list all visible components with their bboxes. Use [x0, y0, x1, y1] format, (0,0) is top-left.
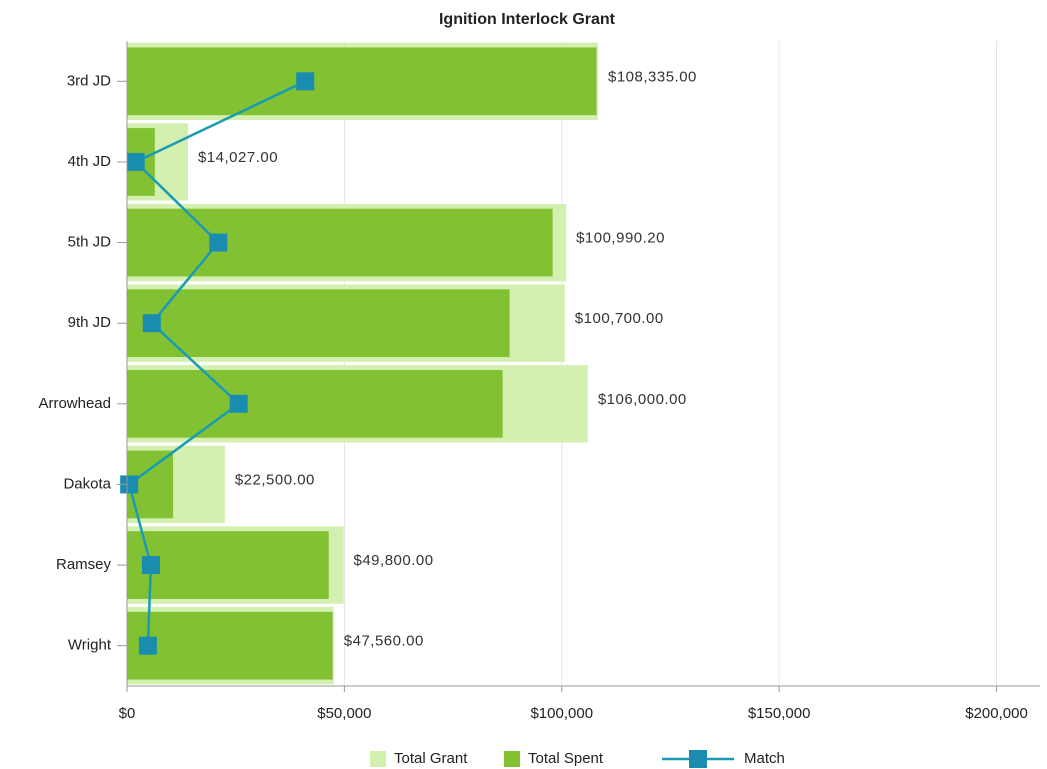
- value-label: $108,335.00: [608, 68, 697, 85]
- y-tick-label: 3rd JD: [67, 72, 111, 89]
- legend-label: Match: [744, 750, 785, 767]
- x-tick-label: $100,000: [530, 705, 593, 722]
- bar: [127, 289, 510, 358]
- y-tick-label: 5th JD: [68, 234, 112, 251]
- match-marker: [126, 152, 145, 171]
- legend-swatch: [370, 751, 386, 767]
- match-marker: [229, 394, 248, 413]
- value-label: $47,560.00: [344, 633, 424, 650]
- legend-label: Total Spent: [528, 750, 604, 767]
- match-marker: [296, 72, 315, 91]
- value-label: $22,500.00: [235, 471, 315, 488]
- x-tick-label: $150,000: [748, 705, 811, 722]
- match-marker: [138, 636, 157, 655]
- match-line: [127, 80, 306, 646]
- value-label: $14,027.00: [198, 149, 278, 166]
- bar: [127, 611, 333, 680]
- y-tick-label: Ramsey: [56, 556, 112, 573]
- legend-label: Total Grant: [394, 750, 468, 767]
- match-marker: [141, 556, 160, 575]
- bar: [127, 531, 329, 599]
- y-tick-label: Wright: [68, 637, 112, 654]
- y-tick-label: Dakota: [63, 475, 111, 492]
- y-tick-label: Arrowhead: [38, 395, 111, 412]
- match-marker: [142, 314, 161, 333]
- chart-title: Ignition Interlock Grant: [439, 11, 616, 28]
- legend-swatch: [504, 751, 520, 767]
- value-label: $49,800.00: [354, 552, 434, 569]
- y-tick-label: 9th JD: [68, 314, 112, 331]
- value-label: $100,700.00: [575, 310, 664, 327]
- match-marker: [120, 475, 139, 494]
- x-tick-label: $50,000: [317, 705, 371, 722]
- bar: [127, 208, 553, 277]
- bar: [127, 369, 503, 438]
- value-label: $106,000.00: [598, 391, 687, 408]
- bar: [127, 47, 597, 116]
- x-tick-label: $200,000: [965, 705, 1028, 722]
- legend-marker: [689, 750, 707, 768]
- x-tick-label: $0: [119, 705, 136, 722]
- y-tick-label: 4th JD: [68, 153, 112, 170]
- match-marker: [209, 233, 228, 252]
- value-label: $100,990.20: [576, 230, 665, 247]
